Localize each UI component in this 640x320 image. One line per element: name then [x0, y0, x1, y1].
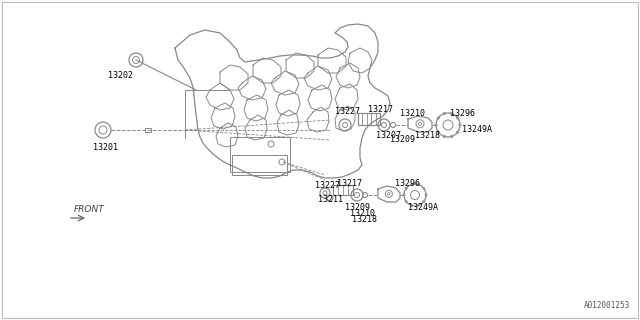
Text: 13249A: 13249A [408, 203, 438, 212]
Text: 13210: 13210 [400, 108, 425, 117]
Text: 13218: 13218 [415, 131, 440, 140]
Text: 13209: 13209 [345, 203, 370, 212]
Text: 13202: 13202 [108, 70, 133, 79]
Text: 13227: 13227 [335, 108, 360, 116]
Bar [230, 137, 290, 172]
Text: FRONT: FRONT [74, 205, 105, 214]
Text: 13207: 13207 [376, 131, 401, 140]
Text: 13296: 13296 [395, 179, 420, 188]
Text: 13217: 13217 [337, 179, 362, 188]
Text: 13201: 13201 [93, 143, 118, 153]
Text: 13227: 13227 [315, 180, 340, 189]
Bar [145, 128, 151, 132]
Text: 13210: 13210 [350, 209, 375, 218]
Text: 13217: 13217 [368, 106, 393, 115]
Bar [333, 185, 353, 195]
Text: 13296: 13296 [450, 108, 475, 117]
Text: 13209: 13209 [390, 135, 415, 145]
Text: 13211: 13211 [318, 196, 343, 204]
Bar [358, 113, 380, 125]
Bar [232, 155, 287, 175]
Text: A012001253: A012001253 [584, 301, 630, 310]
Text: 13218: 13218 [352, 215, 377, 225]
Text: 13249A: 13249A [462, 125, 492, 134]
